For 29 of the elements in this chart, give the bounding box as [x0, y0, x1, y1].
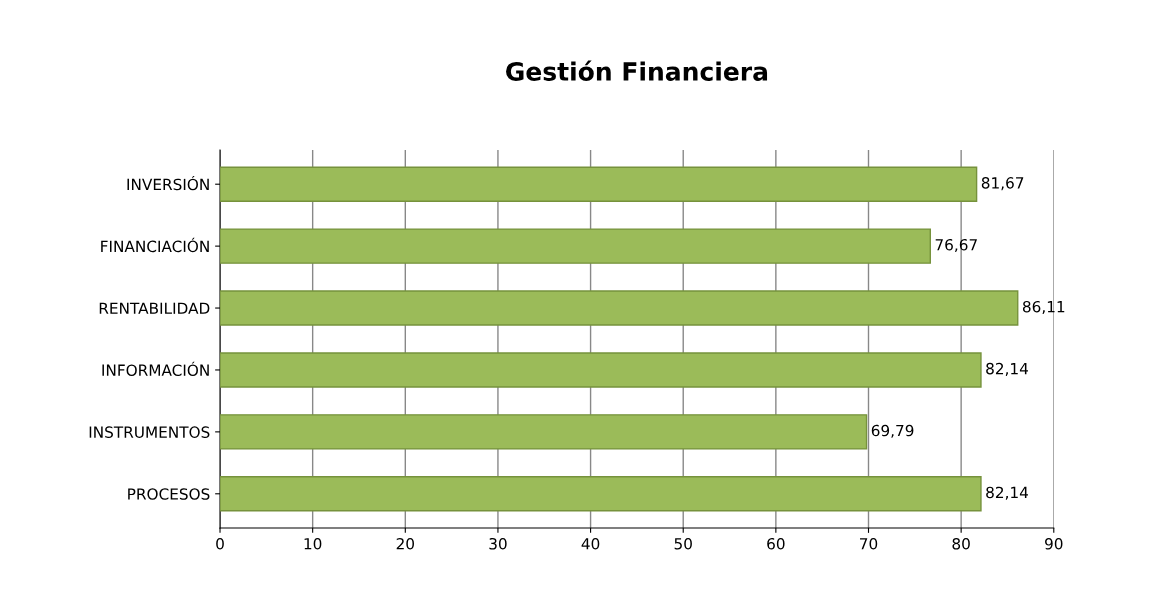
x-tick-label: 50 — [674, 537, 692, 550]
x-tick-label: 90 — [1045, 537, 1063, 550]
bar — [220, 352, 982, 388]
x-tick-label: 40 — [581, 537, 600, 550]
data-label: 86,11 — [1022, 300, 1065, 315]
bar — [220, 476, 982, 512]
x-tick-label: 60 — [767, 537, 785, 550]
x-tick-label: 0 — [216, 537, 224, 550]
data-label: 82,14 — [986, 486, 1029, 500]
x-tick-label: 30 — [489, 537, 507, 550]
bar — [220, 290, 1019, 326]
data-label: 69,79 — [871, 424, 914, 438]
y-tick-label: INFORMACIÓN — [102, 361, 209, 376]
x-tick-label: 10 — [304, 537, 322, 550]
chart-title: Gestión Financiera — [506, 60, 768, 81]
y-tick-label: RENTABILIDAD — [99, 302, 210, 314]
y-tick-label: INSTRUMENTOS — [89, 426, 210, 438]
x-tick-label: 70 — [860, 537, 878, 550]
y-tick-label: PROCESOS — [128, 488, 210, 500]
data-label: 82,14 — [986, 362, 1029, 376]
y-tick-label: FINANCIACIÓN — [101, 237, 209, 253]
bar — [220, 228, 931, 264]
data-label: 81,67 — [981, 177, 1024, 191]
x-tick-label: 80 — [952, 537, 970, 550]
x-tick-label: 20 — [396, 537, 415, 550]
bar — [220, 414, 868, 450]
data-label: 76,67 — [935, 239, 977, 253]
bar — [220, 166, 978, 202]
y-tick-label: INVERSIÓN — [127, 175, 209, 191]
